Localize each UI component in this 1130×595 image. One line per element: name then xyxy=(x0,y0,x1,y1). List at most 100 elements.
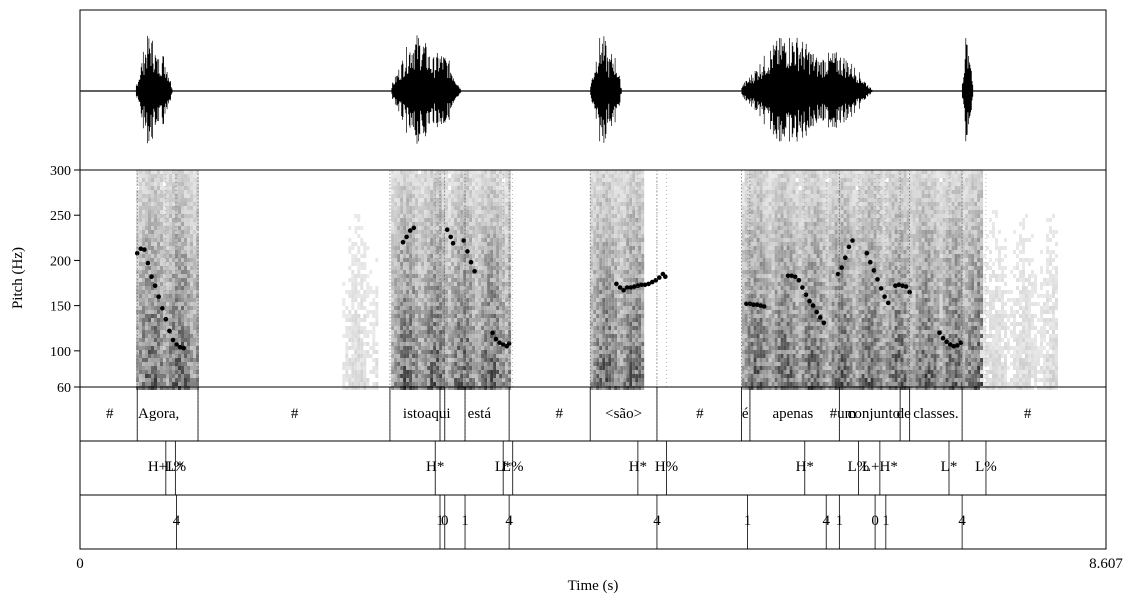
pitch-point xyxy=(152,283,158,289)
tone-label: L* xyxy=(495,459,512,475)
pitch-point xyxy=(810,303,816,308)
pitch-point xyxy=(400,240,406,245)
word-label: # xyxy=(1024,406,1032,422)
word-label: apenas xyxy=(772,406,813,422)
pitch-point xyxy=(835,271,841,277)
pitch-point xyxy=(149,274,154,280)
pitch-point xyxy=(885,300,891,306)
pitch-point xyxy=(871,268,877,273)
tone-label: L% xyxy=(975,459,997,475)
pitch-point xyxy=(461,238,467,243)
pitch-point xyxy=(754,302,760,308)
break-index-label: 4 xyxy=(822,513,830,529)
tone-label: L% xyxy=(502,459,524,475)
tone-label: H* xyxy=(796,459,814,475)
pitch-point xyxy=(758,303,763,308)
pitch-point xyxy=(900,283,905,289)
pitch-point xyxy=(761,304,767,309)
break-index-label: 4 xyxy=(653,513,661,529)
pitch-point xyxy=(663,274,668,280)
pitch-point xyxy=(646,281,651,287)
waveform-panel xyxy=(79,9,1107,171)
pitch-point xyxy=(628,285,633,290)
axes: Pitch (Hz) Time (s) 0 8.607 xyxy=(10,247,1123,594)
pitch-point xyxy=(142,247,147,252)
word-label: # xyxy=(291,406,299,422)
pitch-point xyxy=(497,340,502,346)
tone-label: L+H* xyxy=(862,459,898,475)
break-index-label: 0 xyxy=(871,513,879,529)
pitch-point xyxy=(493,336,499,342)
pitch-point xyxy=(177,344,183,350)
pitch-point xyxy=(878,286,884,291)
pitch-point xyxy=(170,337,176,343)
spectrogram-image xyxy=(136,170,1058,390)
pitch-point xyxy=(448,234,454,240)
pitch-point xyxy=(450,240,456,246)
pitch-point xyxy=(785,273,791,279)
pitch-point xyxy=(807,298,812,304)
pitch-point xyxy=(145,260,151,266)
pitch-point xyxy=(404,234,409,240)
pitch-point xyxy=(818,315,823,320)
y-tick-label: 200 xyxy=(50,254,71,269)
break-index-label: 4 xyxy=(505,513,513,529)
word-label: conjunto xyxy=(848,406,901,422)
pitch-point xyxy=(632,284,637,289)
tone-label: L% xyxy=(165,459,187,475)
y-tick-label: 250 xyxy=(50,209,71,224)
x-axis-label: Time (s) xyxy=(568,578,619,594)
pitch-point xyxy=(160,306,165,311)
pitch-point xyxy=(649,279,655,285)
pitch-point xyxy=(444,227,450,232)
word-label: aqui xyxy=(425,406,451,422)
pitch-point xyxy=(803,292,809,298)
tone-label: H* xyxy=(629,459,647,475)
pitch-point xyxy=(751,302,756,308)
pitch-point xyxy=(642,282,648,288)
pitch-point xyxy=(167,328,172,334)
break-index-label: 1 xyxy=(436,513,444,529)
word-label: <são> xyxy=(605,406,642,422)
break-index-label: 4 xyxy=(173,513,181,529)
pitch-point xyxy=(814,309,819,315)
break-index-label: 0 xyxy=(441,513,449,529)
word-label: # xyxy=(106,406,114,422)
y-tick-label: 100 xyxy=(50,345,71,360)
pitch-point xyxy=(506,341,512,346)
pitch-point xyxy=(465,249,470,254)
pitch-point xyxy=(937,330,942,336)
pitch-point xyxy=(951,344,957,349)
break-index-label: 1 xyxy=(744,513,752,529)
tone-label: H+L* xyxy=(148,459,184,475)
tier-frame-3 xyxy=(79,494,1107,550)
tone-label: H% xyxy=(655,459,678,475)
pitch-point xyxy=(875,277,880,282)
pitch-point xyxy=(796,278,802,283)
pitch-point xyxy=(181,345,186,351)
break-index-label: 1 xyxy=(836,513,844,529)
pitch-point xyxy=(789,273,794,279)
y-tick-label: 60 xyxy=(57,381,71,396)
pitch-point xyxy=(864,250,870,256)
break-index-label: 1 xyxy=(882,513,890,529)
pitch-point xyxy=(947,342,953,347)
word-label: de xyxy=(897,406,912,422)
pitch-point xyxy=(944,339,949,345)
pitch-point xyxy=(639,282,644,288)
pitch-point xyxy=(907,289,912,295)
pitch-point xyxy=(163,316,169,322)
word-label: # xyxy=(555,406,563,422)
pitch-point xyxy=(134,250,140,256)
pitch-point xyxy=(468,259,474,265)
pitch-point xyxy=(839,265,844,270)
spectrogram-panel: 60 100 150 200 250 300 xyxy=(50,164,1107,396)
pitch-point xyxy=(624,285,630,290)
y-tick-label: 300 xyxy=(50,164,71,179)
pitch-point xyxy=(174,342,179,347)
word-label: está xyxy=(468,406,492,422)
x-tick-label-start: 0 xyxy=(76,556,84,572)
word-label: classes. xyxy=(913,406,958,422)
pitch-point xyxy=(411,225,417,231)
